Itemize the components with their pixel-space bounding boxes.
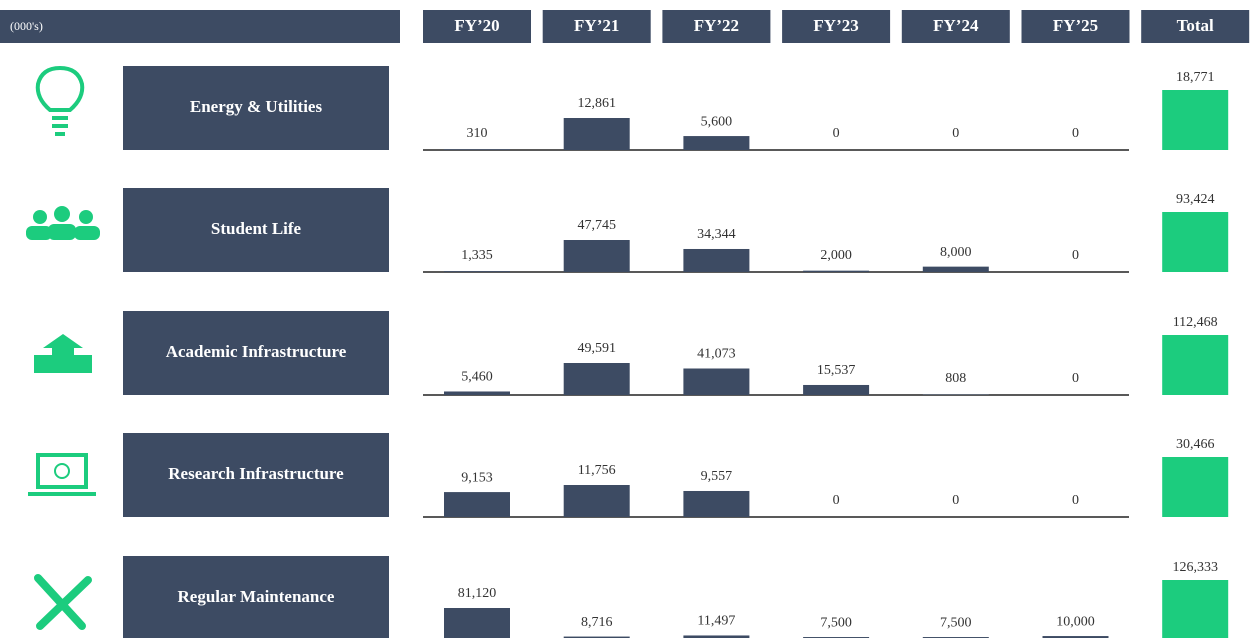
- column-header-bg: [1021, 10, 1130, 43]
- row-label: Research Infrastructure: [168, 464, 344, 483]
- bar: [922, 266, 989, 272]
- school-icon: [34, 334, 92, 373]
- row-label: Energy & Utilities: [190, 97, 323, 116]
- total-bar: [1162, 90, 1229, 150]
- bar: [444, 391, 510, 395]
- bar: [563, 485, 630, 517]
- column-header: FY’21: [574, 16, 619, 35]
- value-label: 5,460: [461, 370, 493, 385]
- column-header: FY’23: [813, 16, 858, 35]
- value-label: 41,073: [697, 347, 736, 362]
- bar: [683, 490, 750, 517]
- value-label: 0: [1072, 493, 1079, 508]
- value-label: 12,861: [577, 96, 616, 111]
- column-header-bg: [542, 10, 651, 43]
- total-label: 126,333: [1172, 560, 1218, 575]
- column-header: Total: [1177, 16, 1214, 35]
- value-label: 8,000: [940, 245, 972, 260]
- bar: [683, 248, 750, 272]
- column-header-bg: [901, 10, 1010, 43]
- bar: [683, 368, 750, 395]
- column-header: FY’20: [454, 16, 499, 35]
- bar: [683, 136, 750, 150]
- value-label: 7,500: [820, 615, 852, 630]
- bar: [563, 363, 630, 395]
- row-label: Regular Maintenance: [178, 587, 335, 606]
- unit-label: (000's): [10, 19, 43, 33]
- total-bar: [1162, 580, 1229, 638]
- row-label-bg: [123, 433, 389, 517]
- bar: [444, 492, 510, 517]
- bar: [563, 240, 630, 272]
- column-header: FY’22: [694, 16, 739, 35]
- column-header-bg: [782, 10, 891, 43]
- bar: [803, 384, 870, 395]
- bar: [1042, 636, 1109, 638]
- value-label: 10,000: [1056, 614, 1095, 629]
- value-label: 49,591: [577, 341, 616, 356]
- row-label: Academic Infrastructure: [166, 342, 347, 361]
- laptop-icon: [28, 453, 96, 496]
- tools-icon: [34, 574, 92, 630]
- total-bar: [1162, 457, 1229, 517]
- value-label: 0: [833, 493, 840, 508]
- value-label: 7,500: [940, 615, 972, 630]
- value-label: 5,600: [701, 114, 733, 129]
- bar: [444, 608, 510, 638]
- value-label: 15,537: [817, 363, 856, 378]
- value-label: 808: [945, 371, 966, 386]
- value-label: 1,335: [461, 248, 493, 263]
- total-label: 30,466: [1176, 437, 1215, 452]
- value-label: 8,716: [581, 615, 613, 630]
- unit-header: [0, 10, 400, 43]
- value-label: 9,557: [701, 469, 733, 484]
- value-label: 11,497: [697, 614, 735, 629]
- people-icon: [26, 206, 100, 240]
- value-label: 81,120: [458, 586, 497, 601]
- total-label: 93,424: [1176, 192, 1215, 207]
- column-header-bg: [662, 10, 771, 43]
- total-label: 18,771: [1176, 70, 1215, 85]
- bar: [683, 635, 750, 638]
- bar: [922, 394, 989, 395]
- row-label-bg: [123, 556, 389, 638]
- value-label: 310: [467, 126, 488, 141]
- bar: [444, 271, 510, 272]
- column-header-bg: [423, 10, 531, 43]
- row-label-bg: [123, 66, 389, 150]
- bar: [563, 636, 630, 638]
- value-label: 0: [952, 126, 959, 141]
- total-bar: [1162, 335, 1229, 395]
- row-label: Student Life: [211, 219, 302, 238]
- total-bar: [1162, 212, 1229, 272]
- bulb-icon: [35, 65, 85, 136]
- icons: [26, 65, 100, 630]
- value-label: 0: [952, 493, 959, 508]
- row-label-bg: [123, 188, 389, 272]
- value-label: 0: [1072, 248, 1079, 263]
- row-label-bg: [123, 311, 389, 395]
- column-header-bg: [1141, 10, 1250, 43]
- bar: [803, 270, 870, 272]
- bar: [563, 118, 630, 150]
- value-label: 0: [833, 126, 840, 141]
- column-header: FY’25: [1053, 16, 1098, 35]
- value-label: 0: [1072, 126, 1079, 141]
- total-label: 112,468: [1173, 315, 1218, 330]
- value-label: 34,344: [697, 227, 736, 242]
- column-header: FY’24: [933, 16, 979, 35]
- value-label: 11,756: [578, 463, 616, 478]
- value-label: 0: [1072, 371, 1079, 386]
- value-label: 47,745: [577, 218, 616, 233]
- value-label: 9,153: [461, 470, 493, 485]
- value-label: 2,000: [820, 248, 852, 263]
- bar: [444, 149, 510, 150]
